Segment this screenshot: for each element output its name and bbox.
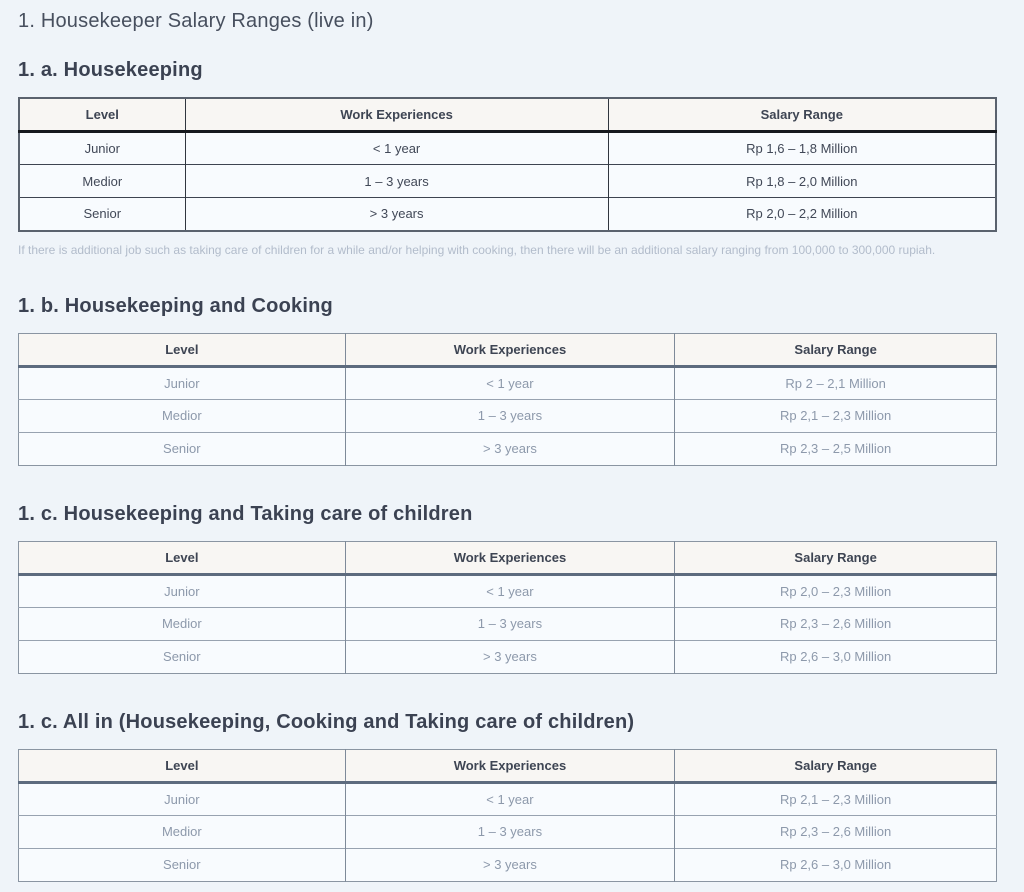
level-cell: Senior <box>18 848 346 881</box>
salary-cell: Rp 2,0 – 2,2 Million <box>607 197 996 231</box>
column-header: Salary Range <box>607 98 996 132</box>
salary-section: 1. c. All in (Housekeeping, Cooking and … <box>18 711 997 882</box>
salary-cell: Rp 2,1 – 2,3 Million <box>674 399 997 432</box>
level-cell: Junior <box>19 131 186 165</box>
table-row: Senior > 3 years Rp 2,0 – 2,2 Million <box>19 197 996 231</box>
experience-cell: < 1 year <box>344 366 675 399</box>
salary-cell: Rp 2,6 – 3,0 Million <box>674 640 997 673</box>
salary-table: Level Work Experiences Salary Range Junior… <box>18 332 997 466</box>
table-note: If there is additional job such as takin… <box>18 242 936 257</box>
column-header: Level <box>18 333 346 366</box>
table-header-row: Level Work Experiences Salary Range <box>19 98 996 132</box>
column-header: Work Experiences <box>344 541 675 574</box>
column-header: Salary Range <box>674 333 997 366</box>
sections-container: 1. a. Housekeeping Level Work Experiences… <box>18 59 997 882</box>
salary-cell: Rp 2,3 – 2,6 Million <box>674 815 997 848</box>
level-cell: Medior <box>19 164 186 198</box>
column-header: Work Experiences <box>344 749 675 782</box>
section-heading: 1. c. All in (Housekeeping, Cooking and … <box>18 710 635 733</box>
table-row: Senior > 3 years Rp 2,3 – 2,5 Million <box>18 432 997 465</box>
experience-cell: 1 – 3 years <box>184 164 609 198</box>
column-header: Salary Range <box>674 541 997 574</box>
level-cell: Medior <box>18 607 346 640</box>
level-cell: Senior <box>18 640 346 673</box>
table-row: Junior < 1 year Rp 2 – 2,1 Million <box>18 366 997 399</box>
salary-table: Level Work Experiences Salary Range Junior… <box>18 748 997 882</box>
experience-cell: > 3 years <box>344 848 675 881</box>
table-row: Medior 1 – 3 years Rp 1,8 – 2,0 Million <box>19 164 996 198</box>
experience-cell: 1 – 3 years <box>344 815 675 848</box>
salary-section: 1. a. Housekeeping Level Work Experiences… <box>18 59 997 258</box>
table-header-row: Level Work Experiences Salary Range <box>18 749 997 782</box>
table-row: Medior 1 – 3 years Rp 2,3 – 2,6 Million <box>18 607 997 640</box>
section-heading: 1. b. Housekeeping and Cooking <box>18 294 333 317</box>
salary-cell: Rp 2,0 – 2,3 Million <box>674 574 997 607</box>
level-cell: Senior <box>18 432 346 465</box>
experience-cell: 1 – 3 years <box>344 607 675 640</box>
level-cell: Medior <box>18 399 346 432</box>
salary-cell: Rp 1,8 – 2,0 Million <box>607 164 996 198</box>
page-title: 1. Housekeeper Salary Ranges (live in) <box>18 10 374 32</box>
experience-cell: > 3 years <box>344 432 675 465</box>
salary-cell: Rp 2,6 – 3,0 Million <box>674 848 997 881</box>
experience-cell: < 1 year <box>184 131 609 165</box>
level-cell: Medior <box>18 815 346 848</box>
salary-cell: Rp 2,3 – 2,6 Million <box>674 607 997 640</box>
column-header: Level <box>18 749 346 782</box>
level-cell: Senior <box>19 197 186 231</box>
column-header: Work Experiences <box>344 333 675 366</box>
level-cell: Junior <box>18 782 346 815</box>
experience-cell: > 3 years <box>344 640 675 673</box>
experience-cell: 1 – 3 years <box>344 399 675 432</box>
section-heading: 1. a. Housekeeping <box>18 59 203 81</box>
table-row: Senior > 3 years Rp 2,6 – 3,0 Million <box>18 848 997 881</box>
column-header: Level <box>18 541 346 574</box>
table-row: Junior < 1 year Rp 2,0 – 2,3 Million <box>18 574 997 607</box>
experience-cell: > 3 years <box>184 197 609 231</box>
table-header-row: Level Work Experiences Salary Range <box>18 333 997 366</box>
salary-table: Level Work Experiences Salary Range Junior… <box>18 540 997 674</box>
salary-cell: Rp 2,3 – 2,5 Million <box>674 432 997 465</box>
column-header: Level <box>19 98 186 132</box>
salary-section: 1. c. Housekeeping and Taking care of ch… <box>18 503 997 674</box>
table-row: Junior < 1 year Rp 1,6 – 1,8 Million <box>19 131 996 165</box>
table-header-row: Level Work Experiences Salary Range <box>18 541 997 574</box>
column-header: Work Experiences <box>184 98 609 132</box>
table-row: Junior < 1 year Rp 2,1 – 2,3 Million <box>18 782 997 815</box>
experience-cell: < 1 year <box>344 782 675 815</box>
table-row: Medior 1 – 3 years Rp 2,1 – 2,3 Million <box>18 399 997 432</box>
salary-section: 1. b. Housekeeping and Cooking Level Work… <box>18 295 997 466</box>
level-cell: Junior <box>18 574 346 607</box>
section-heading: 1. c. Housekeeping and Taking care of ch… <box>18 502 473 525</box>
salary-cell: Rp 1,6 – 1,8 Million <box>607 131 996 165</box>
salary-table: Level Work Experiences Salary Range Junior… <box>18 97 997 232</box>
table-row: Medior 1 – 3 years Rp 2,3 – 2,6 Million <box>18 815 997 848</box>
salary-cell: Rp 2,1 – 2,3 Million <box>674 782 997 815</box>
salary-cell: Rp 2 – 2,1 Million <box>674 366 997 399</box>
column-header: Salary Range <box>674 749 997 782</box>
level-cell: Junior <box>18 366 346 399</box>
table-row: Senior > 3 years Rp 2,6 – 3,0 Million <box>18 640 997 673</box>
experience-cell: < 1 year <box>344 574 675 607</box>
